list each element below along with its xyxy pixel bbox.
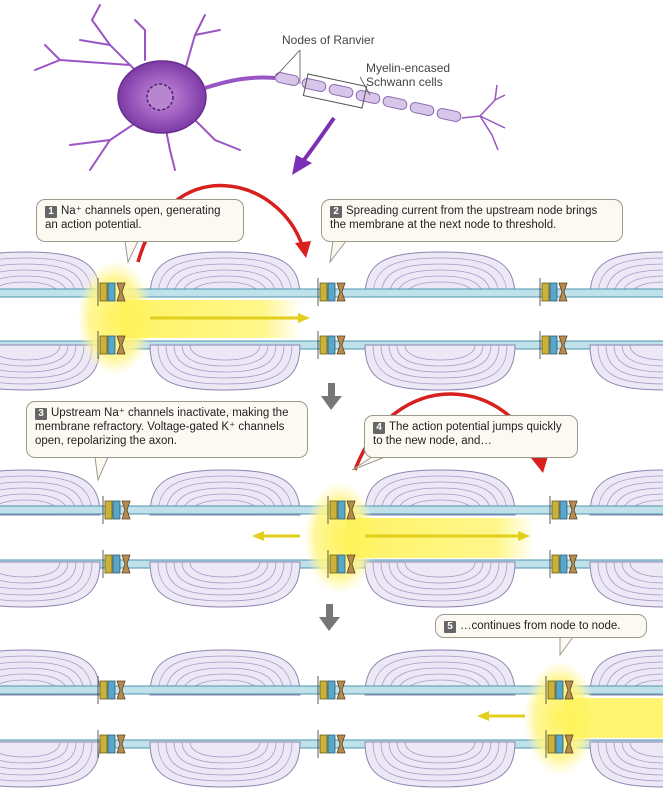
panel-2 <box>0 469 663 607</box>
step-2-number: 2 <box>330 206 342 218</box>
neuron-illustration <box>34 4 241 171</box>
myelin-label-line2: Schwann cells <box>366 75 443 89</box>
myelin-label: Myelin-encased Schwann cells <box>366 61 450 89</box>
panel-1 <box>0 251 663 390</box>
panel-3 <box>0 649 663 787</box>
step-5-text: …continues from node to node. <box>460 620 621 632</box>
step-4-callout: 4 The action potential jumps quickly to t… <box>364 415 578 458</box>
myelin-label-line1: Myelin-encased <box>366 61 451 75</box>
step-3-number: 3 <box>35 408 47 420</box>
step-1-text: Na⁺ channels open, generating an action … <box>45 205 221 231</box>
step-1-callout: 1 Na⁺ channels open, generating an action… <box>36 199 244 242</box>
step-5-callout: 5 …continues from node to node. <box>435 614 647 638</box>
step-4-text: The action potential jumps quickly to th… <box>373 421 562 447</box>
step-4-number: 4 <box>373 422 385 434</box>
step-5-number: 5 <box>444 621 456 633</box>
step-2-callout: 2 Spreading current from the upstream nod… <box>321 199 623 242</box>
step-3-callout: 3 Upstream Na⁺ channels inactivate, makin… <box>26 401 308 458</box>
step-3-text: Upstream Na⁺ channels inactivate, making… <box>35 407 289 447</box>
step-2-text: Spreading current from the upstream node… <box>330 205 598 231</box>
step-1-number: 1 <box>45 206 57 218</box>
nodes-of-ranvier-label: Nodes of Ranvier <box>282 33 375 47</box>
